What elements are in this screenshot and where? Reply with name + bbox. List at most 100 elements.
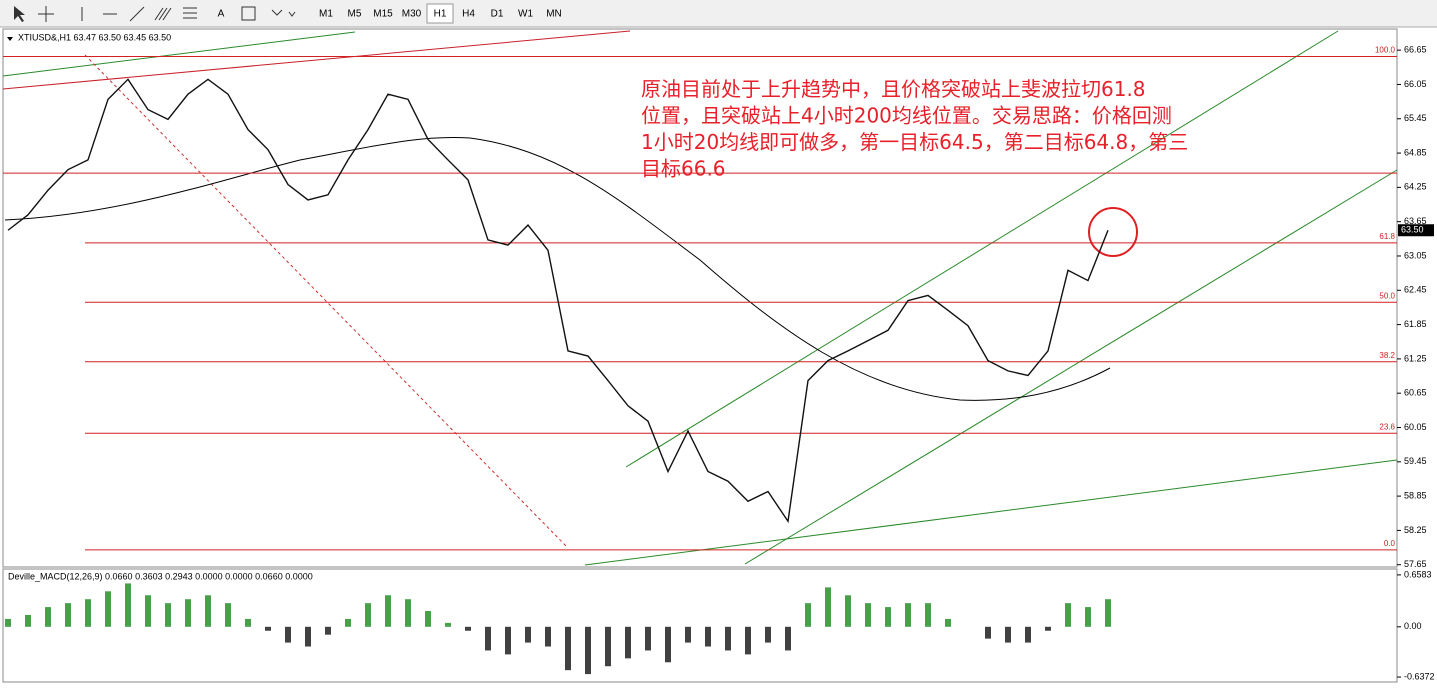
y-tick-label: 61.25 <box>1404 353 1427 363</box>
fib-label: 61.8 <box>1379 232 1395 241</box>
macd-bar <box>785 626 791 651</box>
cursor-icon[interactable] <box>14 6 25 22</box>
macd-bar <box>345 618 351 627</box>
y-tick-label: 63.65 <box>1404 216 1427 226</box>
macd-bar <box>405 599 411 627</box>
macd-bar <box>325 626 331 635</box>
macd-bar <box>65 603 71 627</box>
arrows-icon[interactable] <box>271 9 296 17</box>
macd-bar <box>85 599 91 627</box>
macd-bar <box>265 626 271 631</box>
fib-label: 100.0 <box>1375 46 1396 55</box>
y-tick-label: 64.25 <box>1404 182 1427 192</box>
macd-bar <box>665 626 671 663</box>
channel-icon[interactable] <box>154 7 172 21</box>
macd-bar <box>905 603 911 627</box>
timeframe-button[interactable] <box>426 3 454 24</box>
trendline-icon[interactable] <box>129 6 145 22</box>
price-line <box>7 78 1109 524</box>
fib-label: 23.6 <box>1379 422 1395 431</box>
macd-bar <box>1045 626 1051 631</box>
macd-bar <box>985 626 991 639</box>
macd-bar <box>5 618 11 627</box>
macd-bar <box>725 626 731 651</box>
y-tick-label: 61.85 <box>1404 319 1427 329</box>
macd-bar <box>1005 626 1011 643</box>
macd-bar <box>185 599 191 627</box>
macd-bar <box>105 591 111 627</box>
fib-label: 0.0 <box>1384 539 1396 548</box>
timeframe-label[interactable]: M15 <box>373 9 393 20</box>
timeframe-label[interactable]: W1 <box>518 9 533 20</box>
macd-bar <box>1085 607 1091 627</box>
fibo-icon[interactable] <box>183 7 197 19</box>
label-icon[interactable] <box>241 6 256 21</box>
timeframe-label[interactable]: M5 <box>348 9 362 20</box>
macd-bar <box>365 603 371 627</box>
macd-bar <box>505 626 511 655</box>
macd-bar <box>525 626 531 643</box>
macd-bar <box>165 603 171 627</box>
macd-bar <box>205 595 211 627</box>
macd-bar <box>925 603 931 627</box>
trendlines <box>2 30 1398 566</box>
macd-bar <box>805 603 811 627</box>
macd-bar <box>685 626 691 643</box>
macd-bar <box>245 618 251 627</box>
macd-bar <box>25 614 31 627</box>
macd-bar <box>885 607 891 627</box>
macd-bar <box>945 618 951 627</box>
timeframe-label[interactable]: H4 <box>462 9 475 20</box>
y-tick-label: 65.45 <box>1404 113 1427 123</box>
macd-bar <box>545 626 551 647</box>
current-price-box <box>1398 224 1434 237</box>
timeframe-label[interactable]: H1 <box>434 9 447 20</box>
macd-bar <box>145 595 151 627</box>
macd-bar <box>45 607 51 627</box>
y-tick-label: 58.85 <box>1404 490 1427 500</box>
y-tick-label: 66.05 <box>1404 79 1427 89</box>
macd-bar <box>1065 603 1071 627</box>
macd-tick-label: 0.6583 <box>1404 569 1432 579</box>
y-tick-label: 64.85 <box>1404 147 1427 157</box>
y-tick-label: 60.05 <box>1404 422 1427 432</box>
macd-bar <box>1105 599 1111 627</box>
y-tick-label: 66.65 <box>1404 45 1427 55</box>
fib-label: 50.0 <box>1379 291 1395 300</box>
timeframe-label[interactable]: MN <box>546 9 562 20</box>
macd-bar <box>125 583 131 627</box>
current-price-label: 63.50 <box>1401 225 1424 235</box>
macd-pane <box>2 568 1398 683</box>
annotation: 目标66.6 <box>641 157 726 181</box>
macd-bar <box>705 626 711 647</box>
text-tool[interactable]: A <box>218 9 225 20</box>
macd-bar <box>745 626 751 655</box>
timeframe-label[interactable]: M30 <box>402 9 422 20</box>
macd-bar <box>465 626 471 631</box>
main-pane <box>2 28 1398 568</box>
macd-bar <box>1025 626 1031 643</box>
macd-bar <box>625 626 631 659</box>
y-tick-label: 58.25 <box>1404 525 1427 535</box>
macd-tick-label: 0.00 <box>1404 621 1422 631</box>
timeframe-label[interactable]: D1 <box>491 9 504 20</box>
crosshair-icon[interactable] <box>38 6 54 22</box>
y-tick-label: 60.65 <box>1404 388 1427 398</box>
y-tick-label: 62.45 <box>1404 285 1427 295</box>
annotation: 位置，且突破站上4小时200均线位置。交易思路：价格回测 <box>641 104 1172 128</box>
toolbar <box>0 0 1437 27</box>
timeframe-label[interactable]: M1 <box>319 9 333 20</box>
y-tick-label: 59.45 <box>1404 456 1427 466</box>
macd-bar <box>445 622 451 627</box>
macd-header: Deville_MACD(12,26,9) 0.0660 0.3603 0.29… <box>8 571 313 581</box>
fib-label: 38.2 <box>1379 351 1395 360</box>
macd-bar <box>225 603 231 627</box>
macd-bar <box>845 595 851 627</box>
macd-bar <box>385 595 391 627</box>
macd-bar <box>765 626 771 643</box>
macd-bar <box>285 626 291 643</box>
macd-bar <box>425 611 431 627</box>
macd-bar <box>825 587 831 627</box>
macd-bar <box>645 626 651 651</box>
